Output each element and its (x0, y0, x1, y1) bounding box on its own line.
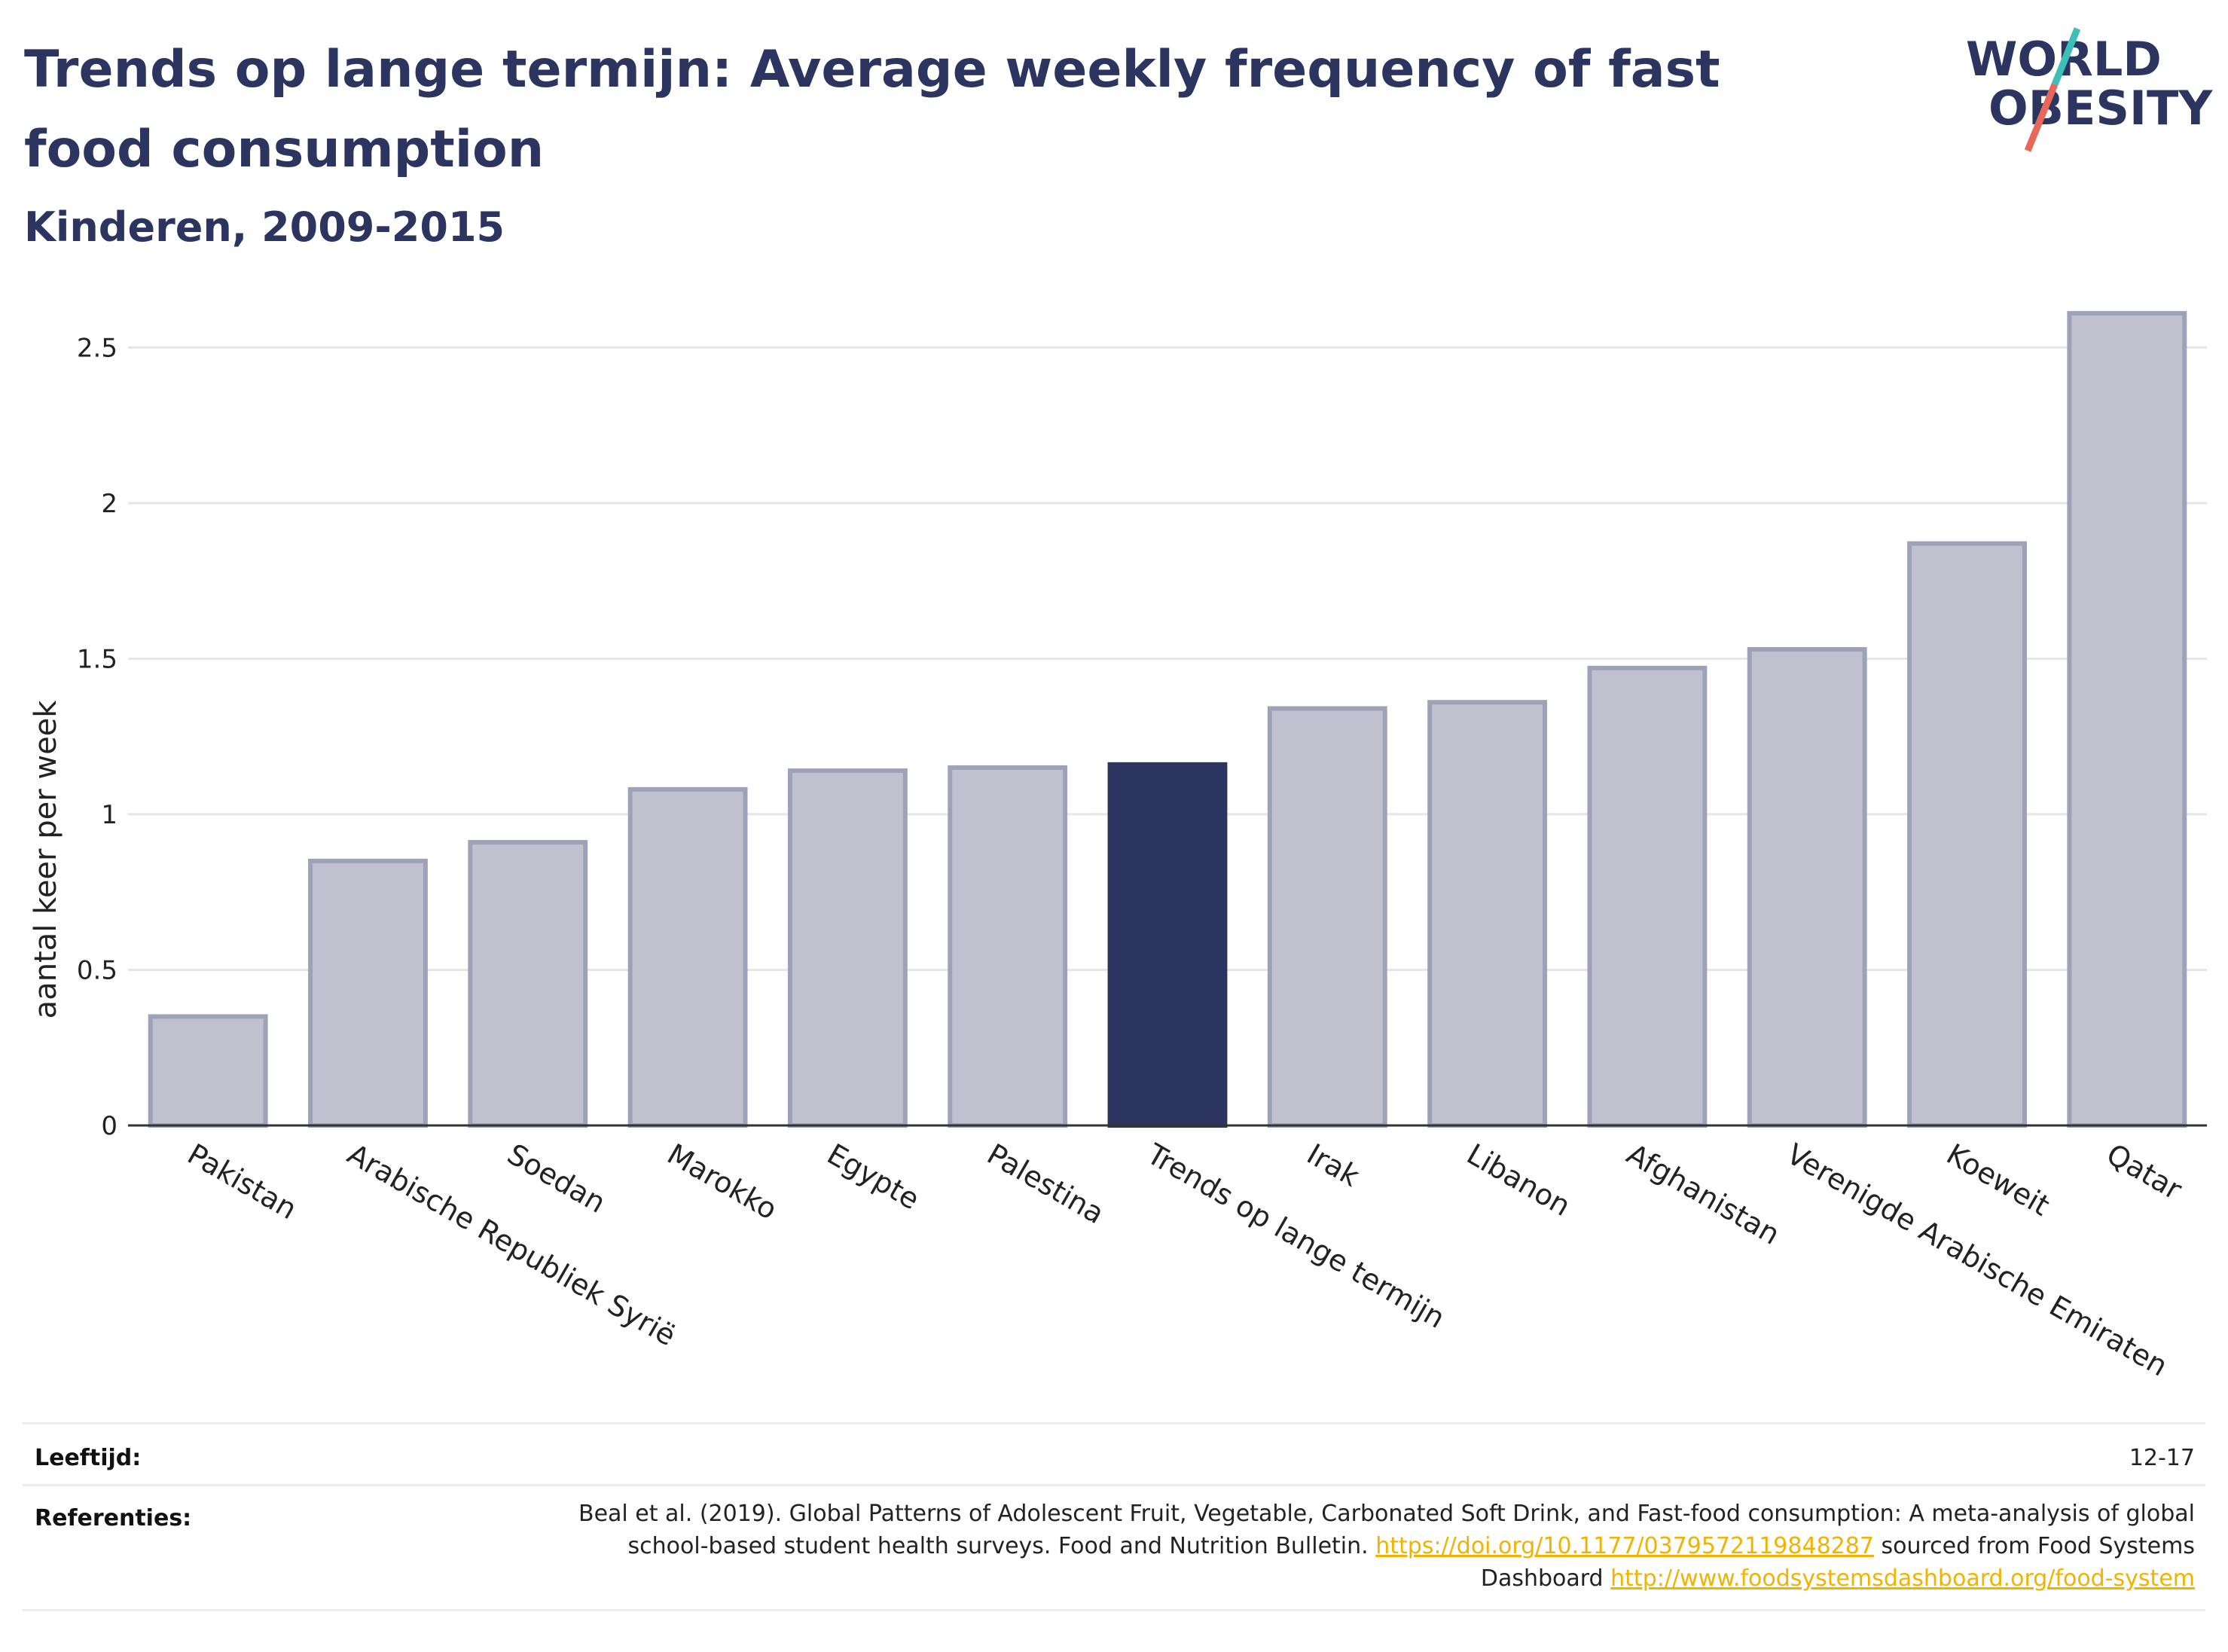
doi-link[interactable]: https://doi.org/10.1177/0379572119848287 (1375, 1533, 1874, 1559)
chart-title: Trends op lange termijn: Average weekly … (24, 40, 1720, 179)
y-tick-label: 2 (101, 489, 118, 519)
x-tick-label: Afghanistan (1621, 1137, 1785, 1251)
bar-egypte (787, 768, 908, 1128)
x-tick-label: Qatar (2101, 1137, 2187, 1207)
y-tick-label: 1 (101, 800, 118, 830)
y-tick-label: 2.5 (77, 333, 118, 363)
y-tick-label: 0 (101, 1111, 118, 1141)
x-tick-label: Libanon (1461, 1137, 1576, 1223)
y-tick-label: 0.5 (77, 955, 118, 985)
y-tick-labels: 0 0.5 1 1.5 2 2.5 (77, 333, 118, 1141)
bar-chart: 0 0.5 1 1.5 2 2.5 Pakistan Arabische Republiek… (29, 310, 2207, 1383)
references-text: Beal et al. (2019). Global Patterns of A… (553, 1498, 2195, 1595)
logo-slash-red (2024, 83, 2059, 152)
bar-palestina (948, 765, 1068, 1128)
bar-afghanistan (1587, 665, 1708, 1128)
age-label: Leeftijd: (35, 1445, 142, 1471)
dashboard-link[interactable]: http://www.foodsystemsdashboard.org/food… (1610, 1565, 2195, 1592)
logo-slash-teal (2051, 27, 2081, 86)
footer-divider-middle (23, 1484, 2205, 1486)
bar-qatar (2067, 310, 2187, 1128)
bar-libanon (1427, 700, 1548, 1128)
x-tick-label: Palestina (981, 1137, 1109, 1231)
y-tick-label: 1.5 (77, 644, 118, 674)
x-tick-label: Trends op lange termijn (1141, 1137, 1451, 1335)
bars (148, 310, 2187, 1128)
world-obesity-logo: WORLD OBESITY (1966, 27, 2213, 152)
logo-word-obesity: OBESITY (1988, 81, 2213, 136)
chart-subtitle: Kinderen, 2009-2015 (24, 203, 505, 251)
bar-verenigde-arabische-emiraten (1747, 646, 1867, 1128)
x-tick-label: Egypte (822, 1137, 925, 1217)
bar-marokko (627, 786, 748, 1128)
y-axis-label: aantal keer per week (29, 700, 63, 1019)
age-value: 12-17 (2129, 1445, 2195, 1471)
bar-arabische-republiek-syri- (308, 858, 428, 1128)
bar-pakistan (148, 1014, 268, 1128)
x-tick-label: Koeweit (1941, 1137, 2056, 1223)
bar-trends-op-lange-termijn (1107, 762, 1228, 1128)
footer-divider-bottom (23, 1609, 2205, 1611)
footer-divider-top (23, 1422, 2205, 1425)
x-tick-label: Pakistan (182, 1137, 303, 1226)
x-tick-label: Soedan (502, 1137, 611, 1220)
x-tick-label: Marokko (662, 1137, 783, 1226)
reference-source: sourced from Food Systems Dashboard (1480, 1533, 2195, 1592)
bar-irak (1267, 706, 1387, 1128)
reference-citation: Beal et al. (2019). Global Patterns of A… (578, 1501, 2195, 1559)
bar-soedan (468, 840, 588, 1128)
x-tick-label: Irak (1302, 1137, 1365, 1193)
bar-koeweit (1907, 541, 2027, 1128)
references-label: Referenties: (35, 1505, 192, 1531)
